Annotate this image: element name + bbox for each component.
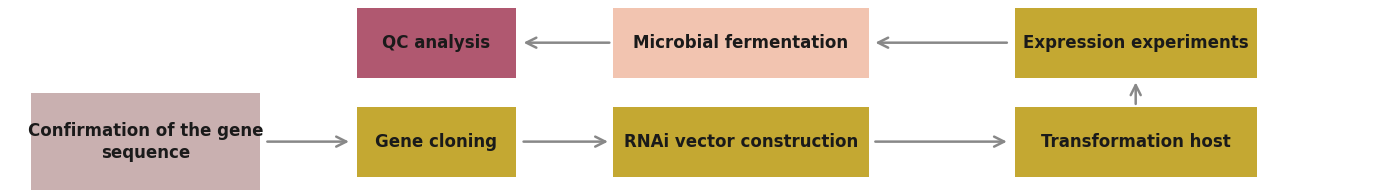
FancyBboxPatch shape bbox=[356, 8, 515, 78]
Text: Confirmation of the gene
sequence: Confirmation of the gene sequence bbox=[28, 121, 263, 162]
FancyBboxPatch shape bbox=[30, 93, 260, 190]
Text: Transformation host: Transformation host bbox=[1040, 133, 1231, 151]
Text: QC analysis: QC analysis bbox=[382, 34, 490, 52]
FancyBboxPatch shape bbox=[1014, 8, 1258, 78]
Text: RNAi vector construction: RNAi vector construction bbox=[623, 133, 859, 151]
FancyBboxPatch shape bbox=[356, 107, 515, 177]
Text: Gene cloning: Gene cloning bbox=[375, 133, 497, 151]
FancyBboxPatch shape bbox=[612, 107, 870, 177]
Text: Microbial fermentation: Microbial fermentation bbox=[633, 34, 849, 52]
FancyBboxPatch shape bbox=[612, 8, 870, 78]
Text: Expression experiments: Expression experiments bbox=[1024, 34, 1248, 52]
FancyBboxPatch shape bbox=[1014, 107, 1258, 177]
